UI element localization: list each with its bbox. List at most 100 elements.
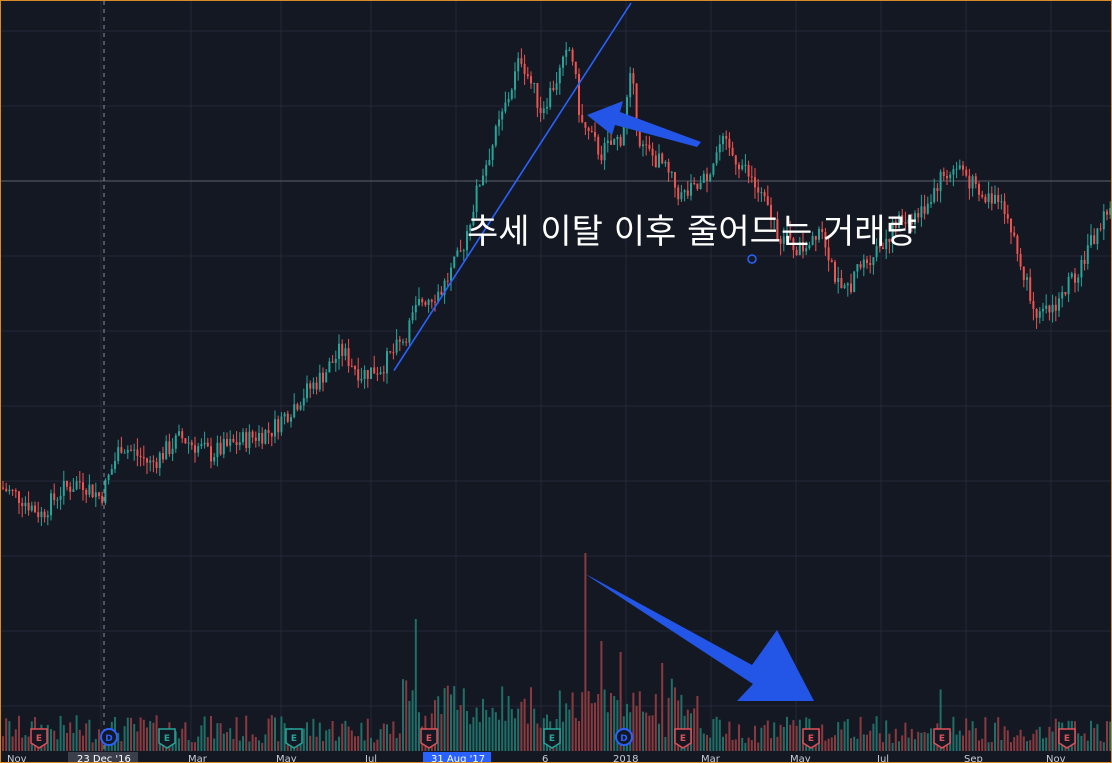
candle-body [974, 176, 977, 185]
candle-body [1058, 298, 1060, 311]
candle-body [606, 140, 609, 144]
volume-bar [930, 728, 932, 751]
candle-body [994, 194, 996, 204]
alert-marker[interactable] [747, 254, 757, 264]
volume-bar [898, 741, 900, 751]
candle-body [878, 246, 881, 248]
candle-body [24, 502, 27, 507]
volume-bar [200, 725, 203, 751]
candle-body [30, 505, 33, 511]
dividend-badge[interactable]: D [615, 728, 633, 746]
candle-body [501, 111, 504, 120]
volume-bar [1086, 740, 1089, 751]
volume-bar [984, 717, 987, 751]
candle-body [824, 231, 827, 248]
volume-bar [840, 729, 843, 751]
volume-bar [408, 700, 411, 751]
volume-bar [155, 715, 158, 751]
volume-bar [197, 736, 200, 751]
volume-bar [466, 711, 468, 751]
volume-bar [888, 733, 891, 751]
volume-bar [1006, 730, 1009, 751]
candle-body [277, 419, 280, 433]
candle-body [443, 280, 446, 295]
candle-body [507, 98, 510, 103]
candle-body [565, 49, 568, 57]
volume-bar [920, 732, 923, 751]
volume-bar [8, 721, 11, 751]
volume-bar [770, 738, 772, 751]
candle-body [197, 446, 200, 453]
volume-bar [750, 740, 753, 751]
x-tick: Nov [7, 754, 27, 762]
volume-bar [747, 737, 750, 751]
candle-body [978, 184, 980, 195]
earnings-badge[interactable]: E [30, 728, 48, 749]
candle-body [248, 431, 251, 448]
volume-bar [507, 696, 510, 751]
volume-bar [1106, 721, 1108, 751]
dividend-badge[interactable]: D [100, 728, 118, 746]
earnings-badge[interactable]: E [802, 728, 820, 749]
volume-bar [347, 726, 350, 751]
candle-body [168, 441, 171, 455]
volume-bar [82, 735, 84, 751]
earnings-badge[interactable]: E [158, 728, 176, 749]
candle-body [984, 196, 987, 203]
earnings-badge[interactable]: E [285, 728, 303, 749]
volume-bar [482, 698, 484, 751]
candle-body [562, 56, 564, 68]
candle-body [235, 441, 238, 446]
volume-bar [1032, 733, 1035, 751]
candle-body [558, 67, 561, 84]
candle-body [328, 361, 331, 373]
candle-body [949, 174, 952, 179]
candle-body [142, 457, 145, 459]
highlight-end-box [423, 752, 491, 762]
candle-body [642, 144, 644, 147]
candle-body [94, 492, 97, 498]
candle-body [1086, 245, 1089, 264]
volume-bar [677, 700, 680, 751]
trendline[interactable] [393, 2, 632, 371]
volume-bar [965, 718, 968, 751]
candle-body [37, 512, 40, 518]
candle-body [366, 369, 369, 379]
candle-body [670, 172, 673, 174]
candle-body [350, 365, 353, 367]
annotation-text: 추세 이탈 이후 줄어드는 거래량 [467, 212, 917, 252]
arrow-volume-annotation[interactable] [585, 574, 814, 701]
candle-body [805, 248, 808, 252]
earnings-badge[interactable]: E [543, 728, 561, 749]
candle-body [1045, 305, 1048, 309]
volume-bar [587, 691, 590, 751]
candle-body [354, 366, 356, 370]
candle-body [267, 430, 270, 433]
volume-bar [264, 734, 267, 751]
volume-bar [856, 738, 859, 751]
candle-body [933, 188, 936, 203]
earnings-badge[interactable]: E [1058, 728, 1076, 749]
volume-bar [987, 742, 990, 751]
volume-bar [1019, 729, 1022, 751]
candle-body [997, 194, 1000, 203]
arrow-price-annotation[interactable] [587, 101, 701, 147]
earnings-badge[interactable]: E [933, 728, 951, 749]
candle-body [731, 147, 734, 156]
earnings-badge[interactable]: E [674, 728, 692, 749]
earnings-badge[interactable]: E [420, 728, 438, 749]
candle-body [357, 369, 360, 381]
candle-body [184, 438, 187, 444]
volume-bar [594, 702, 596, 751]
candle-body [405, 341, 408, 343]
volume-bar [504, 720, 507, 751]
volume-bar [754, 725, 756, 751]
volume-bar [318, 722, 321, 751]
volume-bar [50, 729, 52, 751]
volume-bar [584, 553, 587, 751]
candle-body [421, 298, 424, 303]
candle-body [552, 87, 555, 90]
candle-body [968, 175, 971, 189]
